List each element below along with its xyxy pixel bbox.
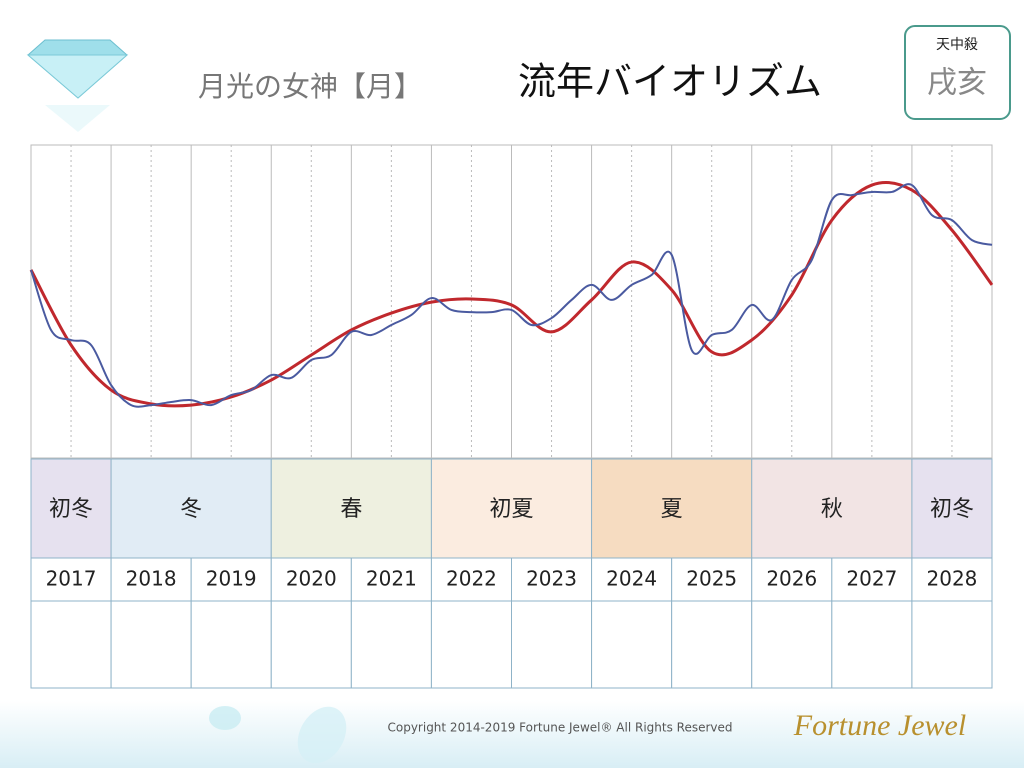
year-label: 2022	[446, 567, 497, 591]
empty-cell	[751, 600, 833, 689]
footer-bg	[0, 700, 1024, 768]
season-label: 初冬	[930, 497, 974, 522]
empty-cell	[30, 600, 112, 689]
empty-cell	[270, 600, 352, 689]
season-cell	[270, 458, 432, 559]
year-cell	[591, 557, 673, 602]
season-cell	[911, 458, 993, 559]
year-cell	[911, 557, 993, 602]
empty-cell	[190, 600, 272, 689]
season-label: 初冬	[49, 497, 93, 522]
season-label: 冬	[180, 497, 202, 522]
year-label: 2028	[927, 567, 978, 591]
season-label: 夏	[661, 497, 683, 522]
petals	[209, 706, 347, 764]
year-label: 2027	[846, 567, 897, 591]
year-cell	[511, 557, 593, 602]
year-label: 2018	[126, 567, 177, 591]
year-cell	[30, 557, 112, 602]
plot	[29, 144, 994, 459]
logo: Fortune Jewel	[793, 709, 966, 742]
year-cell	[350, 557, 432, 602]
copyright: Copyright 2014-2019 Fortune Jewel® All R…	[387, 721, 732, 735]
empty-cell	[831, 600, 913, 689]
year-label: 2026	[766, 567, 817, 591]
season-cell	[30, 458, 112, 559]
year-cell	[831, 557, 913, 602]
empty-cell	[430, 600, 512, 689]
season-label: 秋	[821, 497, 843, 522]
tenchusatsu-label: 天中殺	[936, 37, 978, 53]
empty-cell	[110, 600, 192, 689]
year-label: 2025	[686, 567, 737, 591]
table: 初冬 冬 春 初夏 夏 秋 初冬 2017 2018 2019 2020 2021 2022 2023 20…	[30, 458, 993, 689]
biorhythm-line	[29, 180, 994, 408]
year-cell	[751, 557, 833, 602]
year-label: 2017	[46, 567, 97, 591]
year-label: 2024	[606, 567, 657, 591]
diamond-icon	[26, 39, 129, 132]
season-label: 初夏	[489, 497, 533, 522]
season-label: 春	[340, 497, 362, 522]
empty-cell	[511, 600, 593, 689]
title-main: 流年バイオリズム	[518, 60, 822, 104]
year-label: 2019	[206, 567, 257, 591]
empty-cell	[911, 600, 993, 689]
year-label: 2021	[366, 567, 417, 591]
season-cell	[751, 458, 913, 559]
year-cell	[270, 557, 352, 602]
season-cell	[110, 458, 272, 559]
empty-cell	[350, 600, 432, 689]
title-left: 月光の女神【月】	[198, 70, 422, 103]
empty-cell	[591, 600, 673, 689]
empty-cell	[671, 600, 753, 689]
year-cell	[671, 557, 753, 602]
biorhythm-line	[30, 183, 993, 408]
tenchusatsu-value: 戌亥	[927, 66, 987, 101]
year-label: 2020	[286, 567, 337, 591]
year-label: 2023	[526, 567, 577, 591]
tenchusatsu-box	[904, 25, 1011, 120]
